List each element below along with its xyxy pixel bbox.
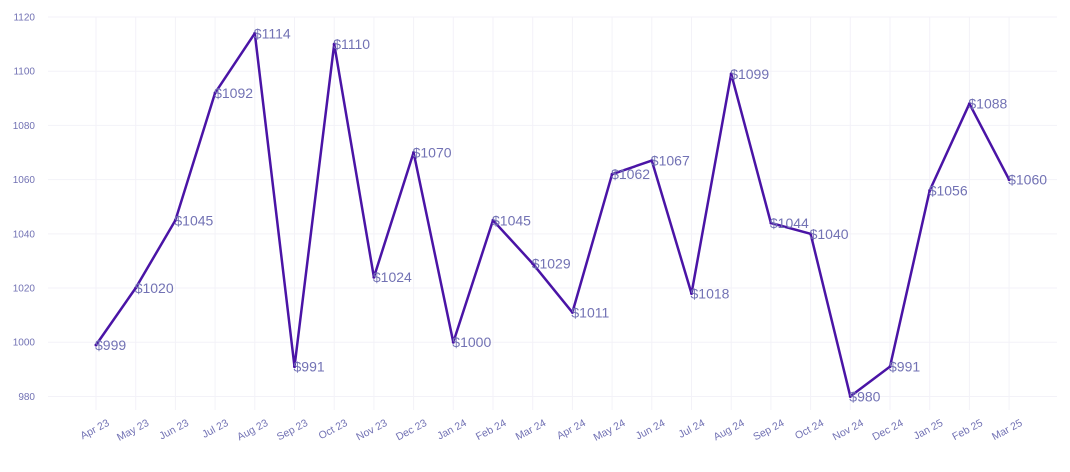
x-tick-label: Jan 24	[435, 417, 469, 442]
data-point	[253, 31, 257, 35]
data-label: $1092	[214, 85, 253, 101]
data-point	[690, 291, 693, 295]
data-point	[729, 72, 733, 76]
data-label: $1040	[810, 226, 849, 242]
data-label: $1099	[730, 66, 769, 82]
data-label: $1070	[413, 145, 452, 161]
data-label: $1110	[333, 36, 370, 52]
data-label: $1045	[492, 212, 531, 228]
x-tick-label: Aug 24	[712, 417, 747, 443]
x-tick-label: Jul 24	[677, 417, 708, 441]
x-tick-label: Oct 24	[793, 417, 826, 442]
data-label: $991	[294, 359, 325, 375]
grid-layer	[48, 16, 1057, 410]
x-tick-label: Oct 23	[317, 417, 350, 442]
x-tick-label: Nov 23	[354, 417, 389, 443]
x-tick-label: Mar 25	[990, 417, 1025, 443]
x-tick-label: May 23	[115, 417, 151, 444]
data-label: $1044	[770, 215, 809, 231]
data-label: $1018	[691, 285, 730, 301]
x-tick-label: Jul 23	[200, 417, 231, 441]
x-tick-label: Sep 23	[275, 417, 310, 443]
data-label: $999	[95, 337, 126, 353]
data-label: $1060	[1008, 172, 1047, 188]
data-point	[650, 159, 654, 163]
data-point	[1007, 178, 1011, 182]
data-label: $1062	[611, 166, 650, 182]
x-tick-label: Apr 23	[78, 417, 111, 442]
data-label: $1011	[571, 304, 609, 320]
data-label-layer: $999 $1020 $1045 $1092 $1114 $991 $1110 $1024 $1…	[95, 25, 1047, 404]
x-tick-label: Feb 24	[474, 417, 509, 443]
data-point	[94, 343, 98, 347]
x-tick-label: Mar 24	[514, 417, 549, 443]
x-tick-label: Jun 23	[157, 417, 191, 442]
y-tick-label: 1060	[13, 175, 36, 186]
data-label: $1088	[968, 96, 1007, 112]
data-point	[531, 262, 535, 266]
data-point	[888, 365, 892, 369]
x-tick-label: Apr 24	[555, 417, 588, 442]
data-point	[332, 42, 336, 46]
y-tick-label: 1000	[13, 338, 36, 349]
data-point	[491, 218, 495, 222]
x-tick-label: Dec 23	[394, 417, 429, 443]
y-tick-label: 1100	[13, 67, 35, 78]
y-tick-label: 1080	[13, 121, 36, 132]
data-point	[213, 91, 217, 95]
y-tick-label: 1120	[13, 13, 35, 24]
data-point	[372, 275, 376, 279]
x-tick-label: Feb 25	[950, 417, 985, 443]
data-point	[610, 172, 614, 176]
data-label: $1067	[651, 153, 690, 169]
data-point	[412, 151, 416, 155]
x-tick-label: Jun 24	[634, 417, 668, 442]
x-tick-label: Nov 24	[831, 417, 866, 443]
data-point	[570, 310, 574, 314]
data-point	[451, 340, 455, 344]
x-tick-label: Aug 23	[235, 417, 270, 443]
series-line-layer	[94, 31, 1011, 398]
data-label: $1029	[532, 256, 571, 272]
y-tick-label: 1020	[13, 284, 36, 295]
data-point	[809, 232, 813, 236]
data-label: $1020	[135, 280, 174, 296]
y-tick-label: 980	[18, 392, 35, 403]
data-point	[928, 188, 932, 192]
x-tick-label: Dec 24	[870, 417, 905, 443]
y-axis: 980 1000 1020 1040 1060 1080 1100 1120	[13, 13, 36, 403]
data-label: $1000	[452, 334, 491, 350]
data-point	[848, 394, 852, 398]
data-label: $1056	[929, 182, 968, 198]
data-point	[173, 218, 177, 222]
data-label: $1045	[174, 212, 213, 228]
data-point	[293, 365, 296, 369]
series-line	[94, 32, 1011, 398]
x-axis: Apr 23 May 23 Jun 23 Jul 23 Aug 23 Sep 23 Oct …	[78, 417, 1024, 444]
data-point	[769, 221, 773, 225]
data-point	[134, 286, 138, 290]
x-tick-label: Jan 25	[912, 417, 946, 442]
data-label: $991	[889, 359, 920, 375]
data-label: $1114	[254, 25, 291, 41]
x-tick-label: May 24	[591, 417, 627, 444]
y-tick-label: 1040	[13, 229, 36, 240]
data-point	[967, 102, 971, 106]
data-label: $1024	[373, 269, 412, 285]
x-tick-label: Sep 24	[751, 417, 786, 443]
data-label: $980	[849, 388, 880, 404]
